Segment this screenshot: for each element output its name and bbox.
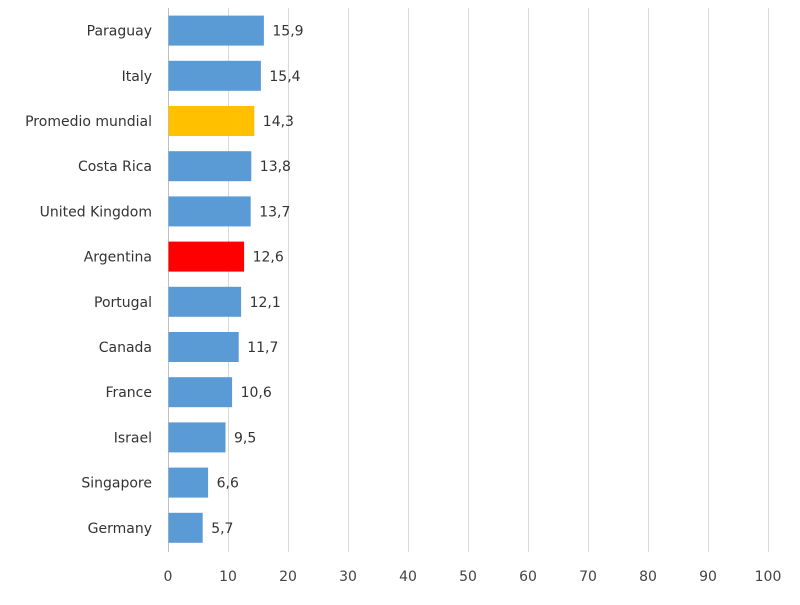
category-label: Promedio mundial xyxy=(25,114,152,130)
bar-argentina xyxy=(168,241,245,272)
value-labels: 15,9 15,4 14,3 13,8 13,7 12,6 12,1 11,7 10,6 9,5 6… xyxy=(211,24,303,537)
value-label: 5,7 xyxy=(211,521,233,537)
x-tick-label: 10 xyxy=(219,569,237,585)
category-label: Singapore xyxy=(81,476,152,492)
bar-costa-rica xyxy=(168,151,252,182)
value-label: 15,9 xyxy=(272,24,303,40)
value-label: 9,5 xyxy=(234,430,256,446)
x-tick-labels: 0 10 20 30 40 50 60 70 80 90 100 xyxy=(164,569,782,585)
value-label: 14,3 xyxy=(263,114,294,130)
bar-germany xyxy=(168,512,203,543)
category-label: Canada xyxy=(99,340,152,356)
bar-italy xyxy=(168,60,261,91)
category-label: France xyxy=(105,385,152,401)
category-labels: Paraguay Italy Promedio mundial Costa Rica U… xyxy=(25,24,152,537)
x-tick-label: 0 xyxy=(164,569,173,585)
value-label: 6,6 xyxy=(217,476,239,492)
category-label: Argentina xyxy=(84,250,152,266)
x-tick-label: 30 xyxy=(339,569,357,585)
bar-portugal xyxy=(168,286,242,317)
value-label: 12,6 xyxy=(253,250,284,266)
category-label: Portugal xyxy=(94,295,152,311)
category-label: Italy xyxy=(122,69,152,85)
x-tick-label: 50 xyxy=(459,569,477,585)
bar-israel xyxy=(168,422,226,453)
x-tick-label: 60 xyxy=(519,569,537,585)
bar-singapore xyxy=(168,467,209,498)
category-label: Paraguay xyxy=(87,24,152,40)
category-label: Germany xyxy=(88,521,152,537)
value-label: 15,4 xyxy=(269,69,300,85)
bars xyxy=(168,15,264,543)
bar-united-kingdom xyxy=(168,196,251,227)
grid-lines xyxy=(168,8,769,552)
value-label: 10,6 xyxy=(241,385,272,401)
value-label: 12,1 xyxy=(250,295,281,311)
x-tick-label: 40 xyxy=(399,569,417,585)
category-label: Costa Rica xyxy=(78,159,152,175)
x-tick-label: 80 xyxy=(639,569,657,585)
category-label: United Kingdom xyxy=(40,204,152,220)
value-label: 13,7 xyxy=(259,204,290,220)
category-label: Israel xyxy=(114,430,152,446)
bar-paraguay xyxy=(168,15,264,46)
bar-canada xyxy=(168,332,239,362)
bar-france xyxy=(168,377,233,408)
bar-promedio-mundial xyxy=(168,106,255,136)
x-tick-label: 70 xyxy=(579,569,597,585)
x-tick-label: 20 xyxy=(279,569,297,585)
value-label: 13,8 xyxy=(260,159,291,175)
value-label: 11,7 xyxy=(247,340,278,356)
x-tick-label: 90 xyxy=(699,569,717,585)
x-tick-label: 100 xyxy=(755,569,782,585)
